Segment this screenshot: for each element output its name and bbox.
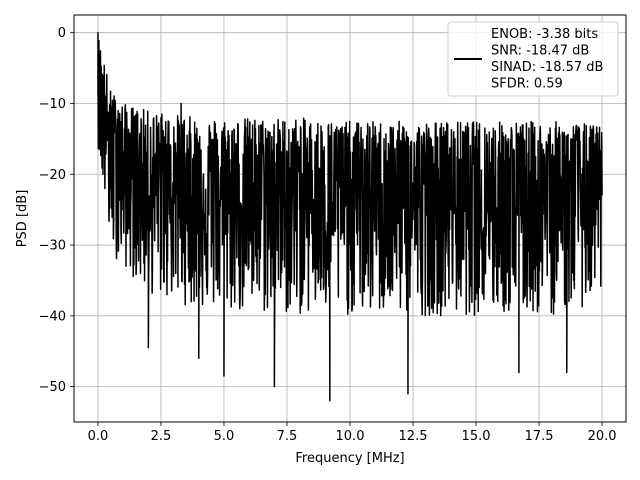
legend-entry-sinad: SINAD: -18.57 dB [491,60,603,75]
x-tick-label: 17.5 [525,429,554,444]
x-axis-label: Frequency [MHz] [295,451,404,466]
y-axis-label: PSD [dB] [15,190,30,248]
x-tick-label: 15.0 [462,429,491,444]
psd-line [97,31,603,402]
y-tick-label: −30 [39,239,66,254]
y-tick-label: −20 [39,168,66,183]
legend-entry-sfdr: SFDR: 0.59 [491,77,563,92]
y-axis: 0 −10 −20 −30 −40 −50 [39,26,74,395]
x-tick-label: 7.5 [277,429,298,444]
x-tick-label: 10.0 [336,429,365,444]
x-tick-label: 20.0 [588,429,617,444]
legend-entry-snr: SNR: -18.47 dB [491,44,589,59]
psd-series [97,31,603,402]
y-tick-label: −50 [39,380,66,395]
y-tick-label: −10 [39,97,66,112]
legend-entry-enob: ENOB: -3.38 bits [491,27,598,42]
x-tick-label: 12.5 [399,429,428,444]
x-axis: 0.0 2.5 5.0 7.5 10.0 12.5 15.0 17.5 20.0 [88,422,617,444]
y-tick-label: −40 [39,309,66,324]
legend-box [447,21,619,97]
x-tick-label: 5.0 [214,429,235,444]
x-tick-label: 2.5 [151,429,172,444]
y-tick-label: 0 [58,26,66,41]
legend: ENOB: -3.38 bits SNR: -18.47 dB SINAD: -… [447,21,619,97]
x-tick-label: 0.0 [88,429,109,444]
